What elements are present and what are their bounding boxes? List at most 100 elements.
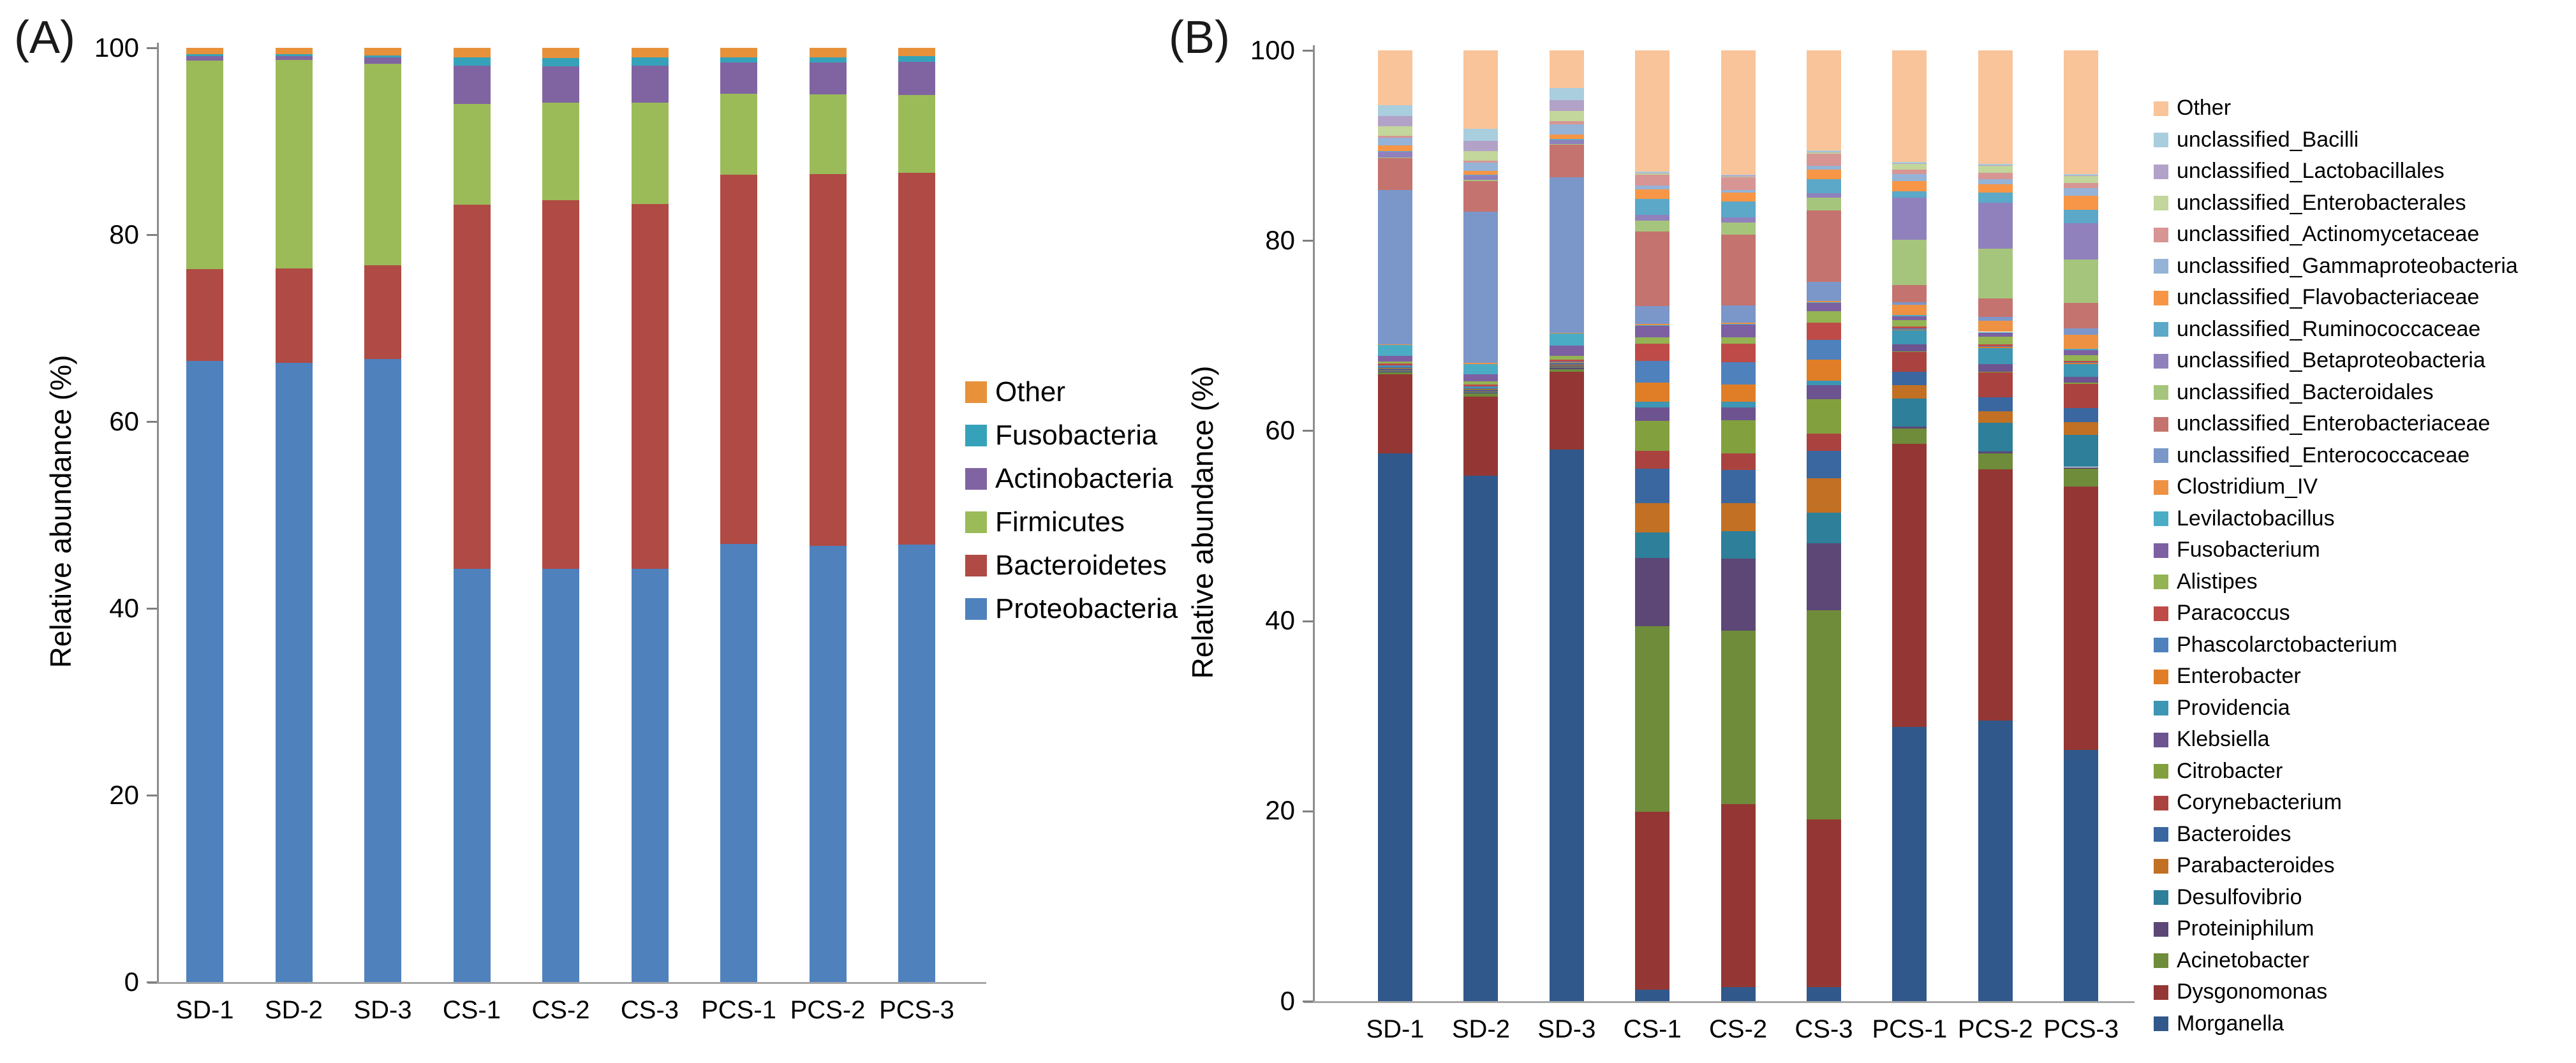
- bar-segment: [542, 103, 579, 200]
- y-tick-mark: [1303, 1001, 1313, 1002]
- bar-segment: [1721, 177, 1756, 190]
- y-tick-label: 0: [124, 966, 139, 997]
- bar-segment: [1892, 344, 1927, 351]
- x-category-label: PCS-2: [1957, 1015, 2033, 1043]
- bar-segment: [1378, 366, 1412, 367]
- y-tick-label: 60: [1265, 415, 1295, 446]
- x-category-label: CS-1: [442, 996, 501, 1024]
- x-axis-line: [148, 982, 986, 984]
- bar-segment: [1807, 986, 1841, 1001]
- bar-segment: [1978, 316, 2013, 321]
- bar-segment: [1463, 180, 1499, 212]
- bar-segment: [1549, 450, 1584, 1001]
- x-category-label: CS-1: [1623, 1015, 1682, 1043]
- legend-swatch: [2154, 890, 2168, 905]
- bar-segment: [1892, 385, 1927, 399]
- x-category-label: SD-2: [264, 996, 323, 1024]
- x-category-label: SD-1: [175, 996, 234, 1024]
- bar-segment: [1463, 128, 1499, 141]
- panel-a-label: (A): [14, 12, 75, 63]
- bar-segment: [542, 569, 579, 982]
- bar-segment: [2064, 349, 2099, 356]
- y-tick-mark: [147, 608, 157, 610]
- bar-segment: [1721, 559, 1756, 631]
- bar-segment: [1892, 351, 1927, 353]
- bar-segment: [1378, 105, 1412, 116]
- bar-segment: [275, 54, 313, 57]
- bar-segment: [1463, 386, 1499, 388]
- legend-label: Corynebacterium: [2177, 790, 2342, 815]
- bar-segment: [542, 200, 579, 569]
- bar-segment: [631, 103, 669, 204]
- bar-segment: [1978, 332, 2013, 337]
- bar-segment: [1635, 451, 1670, 469]
- bar-segment: [1978, 184, 2013, 193]
- y-tick-label: 100: [1250, 34, 1295, 65]
- legend-label: unclassified_Lactobacillales: [2177, 159, 2445, 184]
- bar-segment: [898, 61, 935, 96]
- bar-segment: [186, 361, 223, 982]
- bar-segment: [186, 61, 223, 269]
- bar-segment: [2064, 50, 2099, 175]
- y-tick-mark: [147, 795, 157, 796]
- bar-segment: [1807, 385, 1841, 400]
- bar-segment: [1721, 503, 1756, 531]
- legend-swatch: [2154, 543, 2168, 558]
- bar-segment: [1635, 324, 1670, 325]
- bar-segment: [1892, 180, 1927, 192]
- legend-swatch: [2154, 953, 2168, 968]
- bar-segment: [1635, 990, 1670, 1001]
- bar-segment: [1549, 372, 1584, 450]
- bar-segment: [1721, 453, 1756, 470]
- bar-segment: [1892, 427, 1927, 429]
- bar-segment: [275, 56, 313, 60]
- bar-segment: [2064, 469, 2099, 487]
- bar-segment: [453, 65, 491, 104]
- bar-segment: [1978, 720, 2013, 1001]
- bar-segment: [1378, 365, 1412, 366]
- bar-segment: [1807, 198, 1841, 210]
- bar-segment: [2064, 467, 2099, 469]
- y-tick-label: 40: [109, 592, 139, 623]
- bar-segment: [1635, 401, 1670, 407]
- bar-segment: [2064, 383, 2099, 408]
- legend-label: unclassified_Bacteroidales: [2177, 379, 2434, 404]
- bar-segment: [542, 58, 579, 67]
- bar-segment: [720, 175, 757, 544]
- legend-label: unclassified_Gammaproteobacteria: [2177, 253, 2518, 278]
- bar-segment: [1549, 363, 1584, 365]
- legend-swatch: [2154, 575, 2168, 589]
- legend-swatch: [965, 598, 987, 620]
- bar-segment: [720, 48, 757, 57]
- x-category-label: CS-3: [1795, 1015, 1853, 1043]
- legend-swatch: [2154, 353, 2168, 369]
- y-tick-label: 80: [109, 219, 139, 249]
- bar-segment: [1378, 365, 1412, 366]
- bar-segment: [1807, 543, 1841, 611]
- bar-segment: [1549, 124, 1584, 135]
- y-tick-mark: [147, 981, 157, 983]
- bar-segment: [1892, 169, 1927, 175]
- bar-segment: [1978, 192, 2013, 203]
- y-tick-mark: [1303, 620, 1313, 622]
- legend-label: unclassified_Enterobacteriaceae: [2177, 411, 2491, 436]
- bar-segment: [1978, 166, 2013, 173]
- bar-segment: [1378, 369, 1412, 370]
- bar-segment: [1378, 126, 1412, 136]
- y-axis-line: [1313, 45, 1315, 1001]
- bar-segment: [1978, 346, 2013, 348]
- bar-segment: [809, 57, 847, 63]
- bar-segment: [1807, 169, 1841, 179]
- bar-segment: [631, 203, 669, 569]
- legend-swatch: [2154, 101, 2168, 116]
- legend-label: Bacteroidetes: [995, 549, 1167, 581]
- legend-swatch: [965, 468, 987, 490]
- bar-segment: [2064, 174, 2099, 175]
- bar-segment: [1892, 302, 1927, 305]
- bar-segment: [1978, 165, 2013, 166]
- x-category-label: CS-2: [1709, 1015, 1768, 1043]
- bar-segment: [1978, 453, 2013, 470]
- bar-segment: [1807, 433, 1841, 451]
- bar-segment: [631, 57, 669, 66]
- legend-swatch: [2154, 795, 2168, 810]
